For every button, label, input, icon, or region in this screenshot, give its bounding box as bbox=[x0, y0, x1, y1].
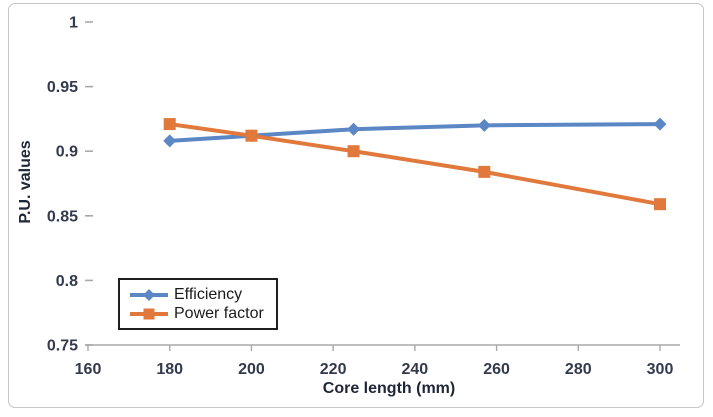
data-point-diamond-icon bbox=[477, 118, 491, 132]
x-tick-label: 160 bbox=[75, 361, 102, 378]
data-point-diamond-icon bbox=[143, 288, 155, 301]
x-tick-label: 260 bbox=[483, 361, 510, 378]
y-tick-label: 0.85 bbox=[47, 208, 78, 225]
data-point-square-icon bbox=[347, 145, 360, 158]
data-point-diamond-icon bbox=[347, 122, 361, 136]
legend-item-power-factor: Power factor bbox=[129, 304, 276, 322]
x-tick-label: 240 bbox=[402, 361, 429, 378]
data-point-square-icon bbox=[654, 198, 666, 211]
data-point-square-icon bbox=[163, 118, 176, 131]
series-line bbox=[167, 122, 662, 207]
power-factor-line-marker-icon bbox=[130, 308, 168, 319]
y-tick-label: 0.9 bbox=[56, 144, 78, 161]
data-point-square-icon bbox=[478, 165, 491, 178]
x-tick-label: 200 bbox=[238, 361, 265, 378]
x-tick-label: 300 bbox=[647, 361, 674, 378]
data-point-diamond-icon bbox=[163, 134, 177, 148]
series-power-factor bbox=[163, 118, 666, 211]
y-axis-title: P.U. values bbox=[17, 140, 34, 224]
y-tick-label: 0.95 bbox=[47, 79, 78, 96]
x-tick-label: 280 bbox=[565, 361, 592, 378]
x-tick-label: 220 bbox=[320, 361, 347, 378]
x-axis-title: Core length (mm) bbox=[322, 380, 456, 397]
legend: Efficiency Power factor bbox=[118, 278, 278, 330]
y-tick-label: 1 bbox=[69, 15, 78, 32]
efficiency-line-marker-icon bbox=[130, 288, 168, 301]
data-point-diamond-icon bbox=[653, 117, 667, 131]
legend-item-efficiency: Efficiency bbox=[129, 285, 276, 303]
y-tick-label: 0.8 bbox=[56, 273, 78, 290]
series-line bbox=[167, 122, 662, 143]
data-point-square-icon bbox=[143, 308, 155, 319]
y-tick-label: 0.75 bbox=[47, 338, 78, 355]
x-tick-label: 180 bbox=[156, 361, 183, 378]
data-point-square-icon bbox=[245, 129, 258, 142]
legend-label-power-factor: Power factor bbox=[174, 304, 264, 322]
legend-label-efficiency: Efficiency bbox=[174, 285, 243, 303]
